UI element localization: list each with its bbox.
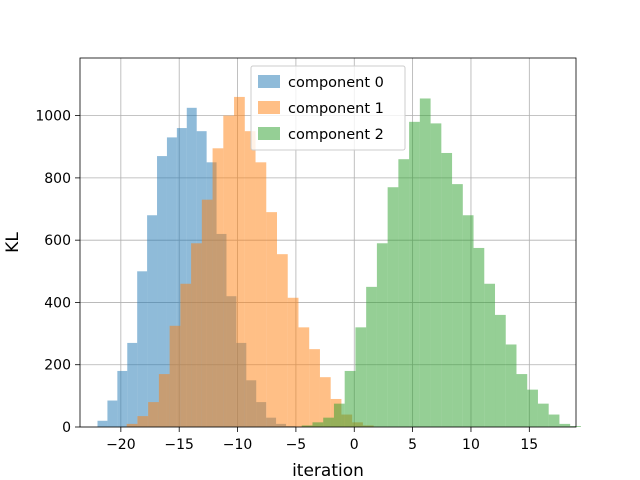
histogram-bar <box>570 426 581 427</box>
plot-frame <box>79 57 577 428</box>
histogram-bar <box>398 159 410 428</box>
histogram-bar <box>126 423 138 427</box>
histogram-bar <box>255 162 267 427</box>
y-tick-label: 0 <box>62 420 71 436</box>
histogram-bar <box>473 247 485 427</box>
histogram-bar <box>127 342 138 427</box>
histogram-bar <box>312 422 324 427</box>
histogram-bar <box>462 215 474 427</box>
histogram-bar <box>169 325 181 427</box>
histogram-bar <box>484 283 496 427</box>
histogram-bar <box>309 349 320 427</box>
histogram-bar <box>117 370 128 427</box>
y-tick-label: 800 <box>44 171 71 187</box>
histogram-bar <box>97 420 108 427</box>
ticks-layer: −20 −15 −10 −5 0 5 10 15 0 200 400 600 800 1000 <box>35 109 538 453</box>
histogram-bar <box>323 417 334 427</box>
histogram-bar <box>234 96 245 428</box>
legend-label: component 1 <box>288 101 384 117</box>
y-tick-label: 600 <box>44 233 71 249</box>
histogram-bar <box>266 212 277 427</box>
x-tick-label: 5 <box>408 437 417 453</box>
histogram-bar <box>157 156 167 427</box>
histogram-bar <box>191 243 202 427</box>
x-tick-label: −10 <box>223 437 253 453</box>
legend-swatch <box>258 101 280 114</box>
x-tick-label: 15 <box>520 437 538 453</box>
series-2-bars <box>301 98 581 428</box>
histogram-bar <box>527 389 538 427</box>
histogram-bar <box>223 115 235 427</box>
histogram-bar <box>505 344 517 427</box>
legend-swatch <box>258 75 280 88</box>
x-tick-label: −5 <box>286 437 307 453</box>
legend-swatch <box>258 127 280 140</box>
histogram-bar <box>298 327 310 427</box>
bars-layer <box>97 96 581 428</box>
x-tick-label: 10 <box>462 437 480 453</box>
histogram-bar <box>201 199 213 427</box>
x-tick-label: −20 <box>106 437 136 453</box>
legend-box <box>250 65 406 151</box>
histogram-bar <box>387 187 399 427</box>
histogram-bar <box>319 377 331 427</box>
histogram-bar <box>537 403 549 427</box>
histogram-bar <box>419 98 431 427</box>
x-axis-title: iteration <box>292 461 364 480</box>
histogram-bar <box>441 152 453 428</box>
histogram-bar <box>180 283 192 427</box>
histogram-bar <box>137 416 149 427</box>
histogram-bar <box>333 403 345 427</box>
histogram-bar <box>158 374 170 427</box>
histogram-bar <box>147 215 158 427</box>
histogram-bar <box>495 314 506 427</box>
series-1-bars <box>126 96 374 428</box>
histogram-bar <box>176 128 187 427</box>
legend: component 0 component 1 component 2 <box>250 65 406 151</box>
histogram-bar <box>166 137 177 427</box>
y-tick-label: 200 <box>44 358 71 374</box>
x-tick-label: −15 <box>164 437 194 453</box>
histogram-bar <box>548 414 560 427</box>
y-tick-label: 400 <box>44 295 71 311</box>
y-tick-label: 1000 <box>35 109 71 125</box>
histogram-bar <box>559 423 571 427</box>
histogram-bar <box>137 271 148 427</box>
histogram-bar <box>452 184 463 427</box>
histogram-bar <box>148 402 159 427</box>
histogram-bar <box>376 243 388 427</box>
histogram-bar <box>244 131 256 427</box>
y-axis-title: KL <box>3 232 23 253</box>
legend-label: component 0 <box>288 75 384 91</box>
histogram-bar <box>344 370 356 427</box>
histogram-bar <box>276 254 288 427</box>
histogram-bar <box>430 123 442 428</box>
histogram-bar <box>355 327 367 427</box>
histogram-bar <box>212 148 224 427</box>
histogram-bar <box>366 286 377 427</box>
x-tick-label: 0 <box>350 437 359 453</box>
histogram-bar <box>409 121 420 427</box>
histogram-bar <box>107 400 118 427</box>
histogram-bar <box>301 425 313 427</box>
histogram-bar <box>516 374 528 427</box>
histogram-bar <box>287 297 299 427</box>
legend-label: component 2 <box>288 127 384 143</box>
